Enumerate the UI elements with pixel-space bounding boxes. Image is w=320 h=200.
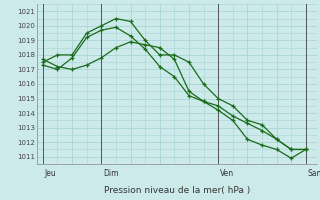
Text: Dim: Dim <box>103 169 119 178</box>
Text: Jeu: Jeu <box>45 169 56 178</box>
Text: Sam: Sam <box>308 169 320 178</box>
Text: Pression niveau de la mer( hPa ): Pression niveau de la mer( hPa ) <box>104 186 250 195</box>
Text: Ven: Ven <box>220 169 234 178</box>
